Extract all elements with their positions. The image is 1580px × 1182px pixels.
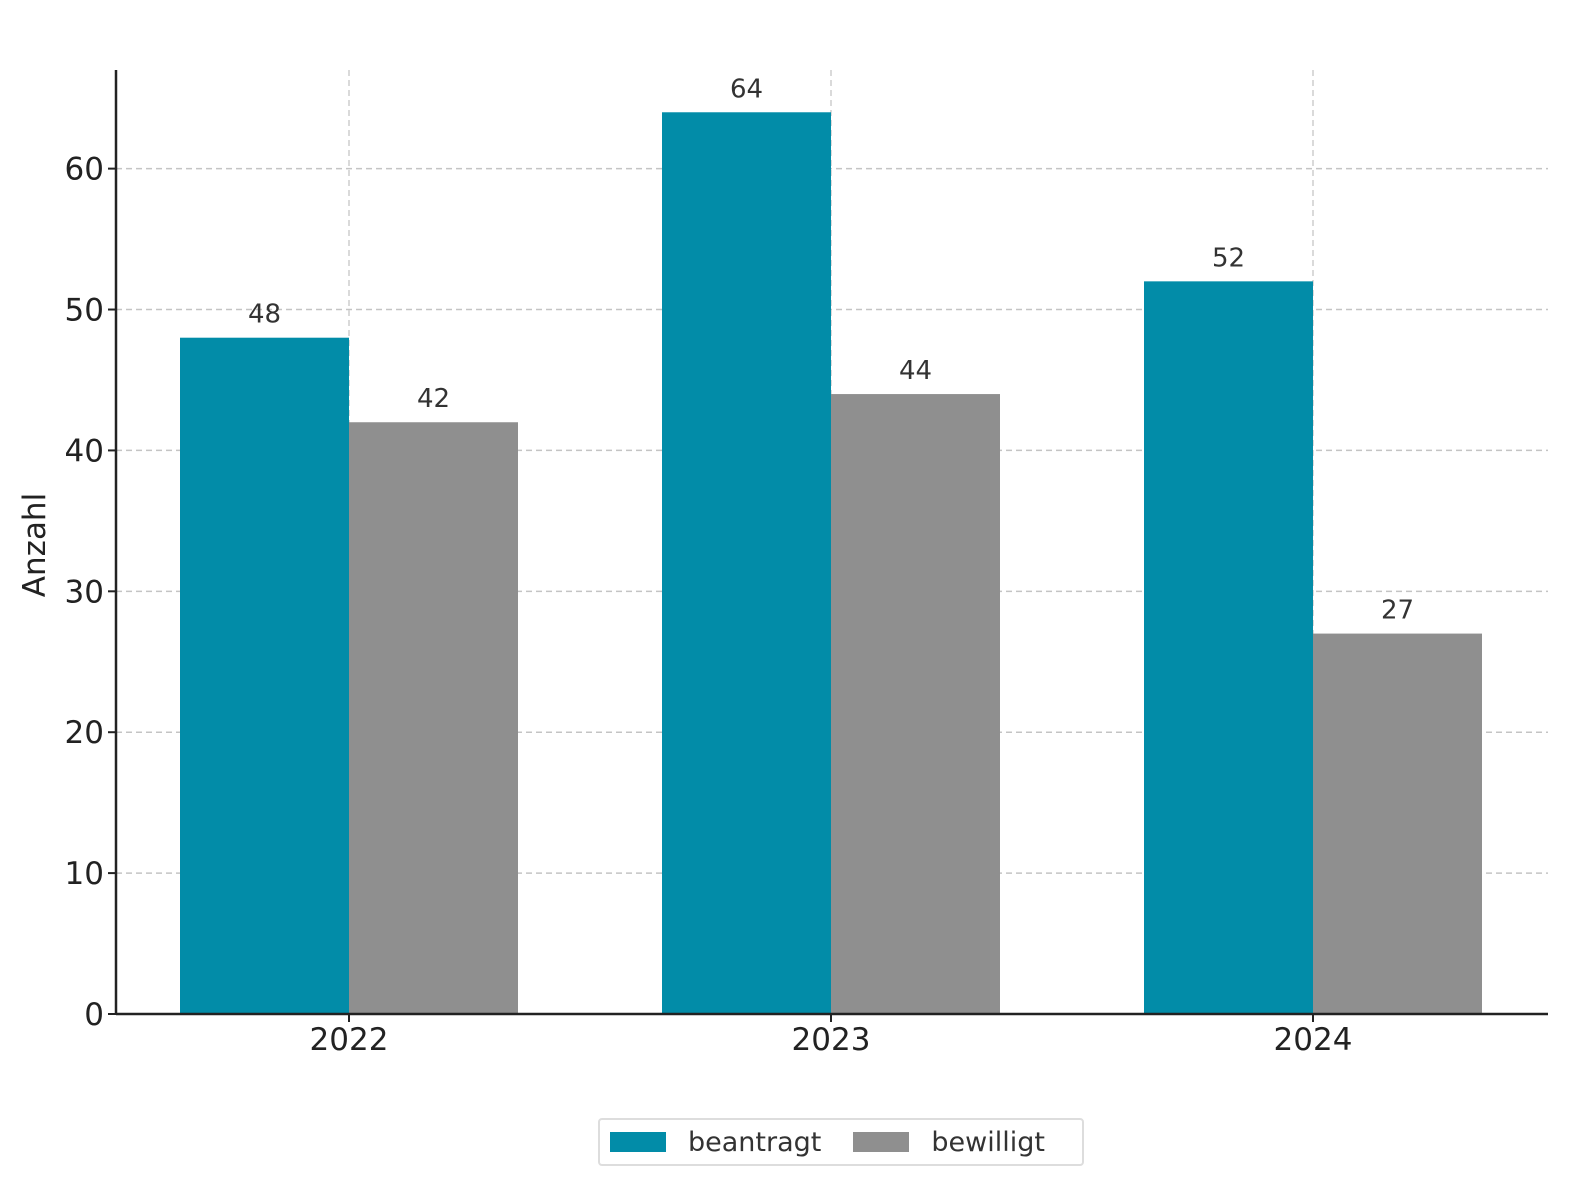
- data-label-bewilligt-2024: 27: [1381, 596, 1414, 626]
- y-tick-label: 30: [65, 574, 104, 610]
- y-axis-label: Anzahl: [17, 493, 53, 597]
- legend-swatch-beantragt: [610, 1132, 666, 1152]
- data-label-beantragt-2023: 64: [730, 74, 763, 104]
- data-label-bewilligt-2023: 44: [899, 356, 932, 386]
- y-tick-label: 40: [65, 433, 104, 469]
- x-tick-label: 2023: [792, 1022, 871, 1058]
- bar-beantragt-2022: [180, 337, 349, 1014]
- bar-bewilligt-2024: [1313, 633, 1482, 1014]
- legend-swatch-bewilligt: [853, 1132, 910, 1152]
- data-label-bewilligt-2022: 42: [417, 384, 450, 414]
- y-tick-label: 20: [65, 715, 104, 751]
- data-label-beantragt-2024: 52: [1212, 243, 1245, 273]
- x-tick-label: 2024: [1274, 1022, 1353, 1058]
- bar-beantragt-2023: [662, 112, 831, 1014]
- legend-item-beantragt: beantragt: [610, 1127, 821, 1158]
- y-tick-label: 50: [65, 293, 104, 329]
- legend-label-beantragt: beantragt: [688, 1126, 822, 1158]
- legend-item-bewilligt: bewilligt: [853, 1127, 1045, 1158]
- y-tick-label: 60: [65, 152, 104, 188]
- bar-beantragt-2024: [1144, 281, 1313, 1015]
- bar-bewilligt-2022: [349, 422, 518, 1015]
- data-label-beantragt-2022: 48: [248, 300, 281, 330]
- bars: [180, 112, 1482, 1015]
- legend: beantragt bewilligt: [598, 1118, 1084, 1166]
- axes: 0 10 20 30 40 50 60 2022 2023 2024: [65, 70, 1548, 1058]
- data-labels: 48 64 52 42 44 27: [248, 74, 1414, 625]
- x-tick-label: 2022: [310, 1022, 389, 1058]
- y-tick-label: 0: [84, 997, 104, 1033]
- bar-bewilligt-2023: [831, 394, 1000, 1014]
- legend-label-bewilligt: bewilligt: [931, 1126, 1045, 1158]
- y-tick-label: 10: [65, 856, 104, 892]
